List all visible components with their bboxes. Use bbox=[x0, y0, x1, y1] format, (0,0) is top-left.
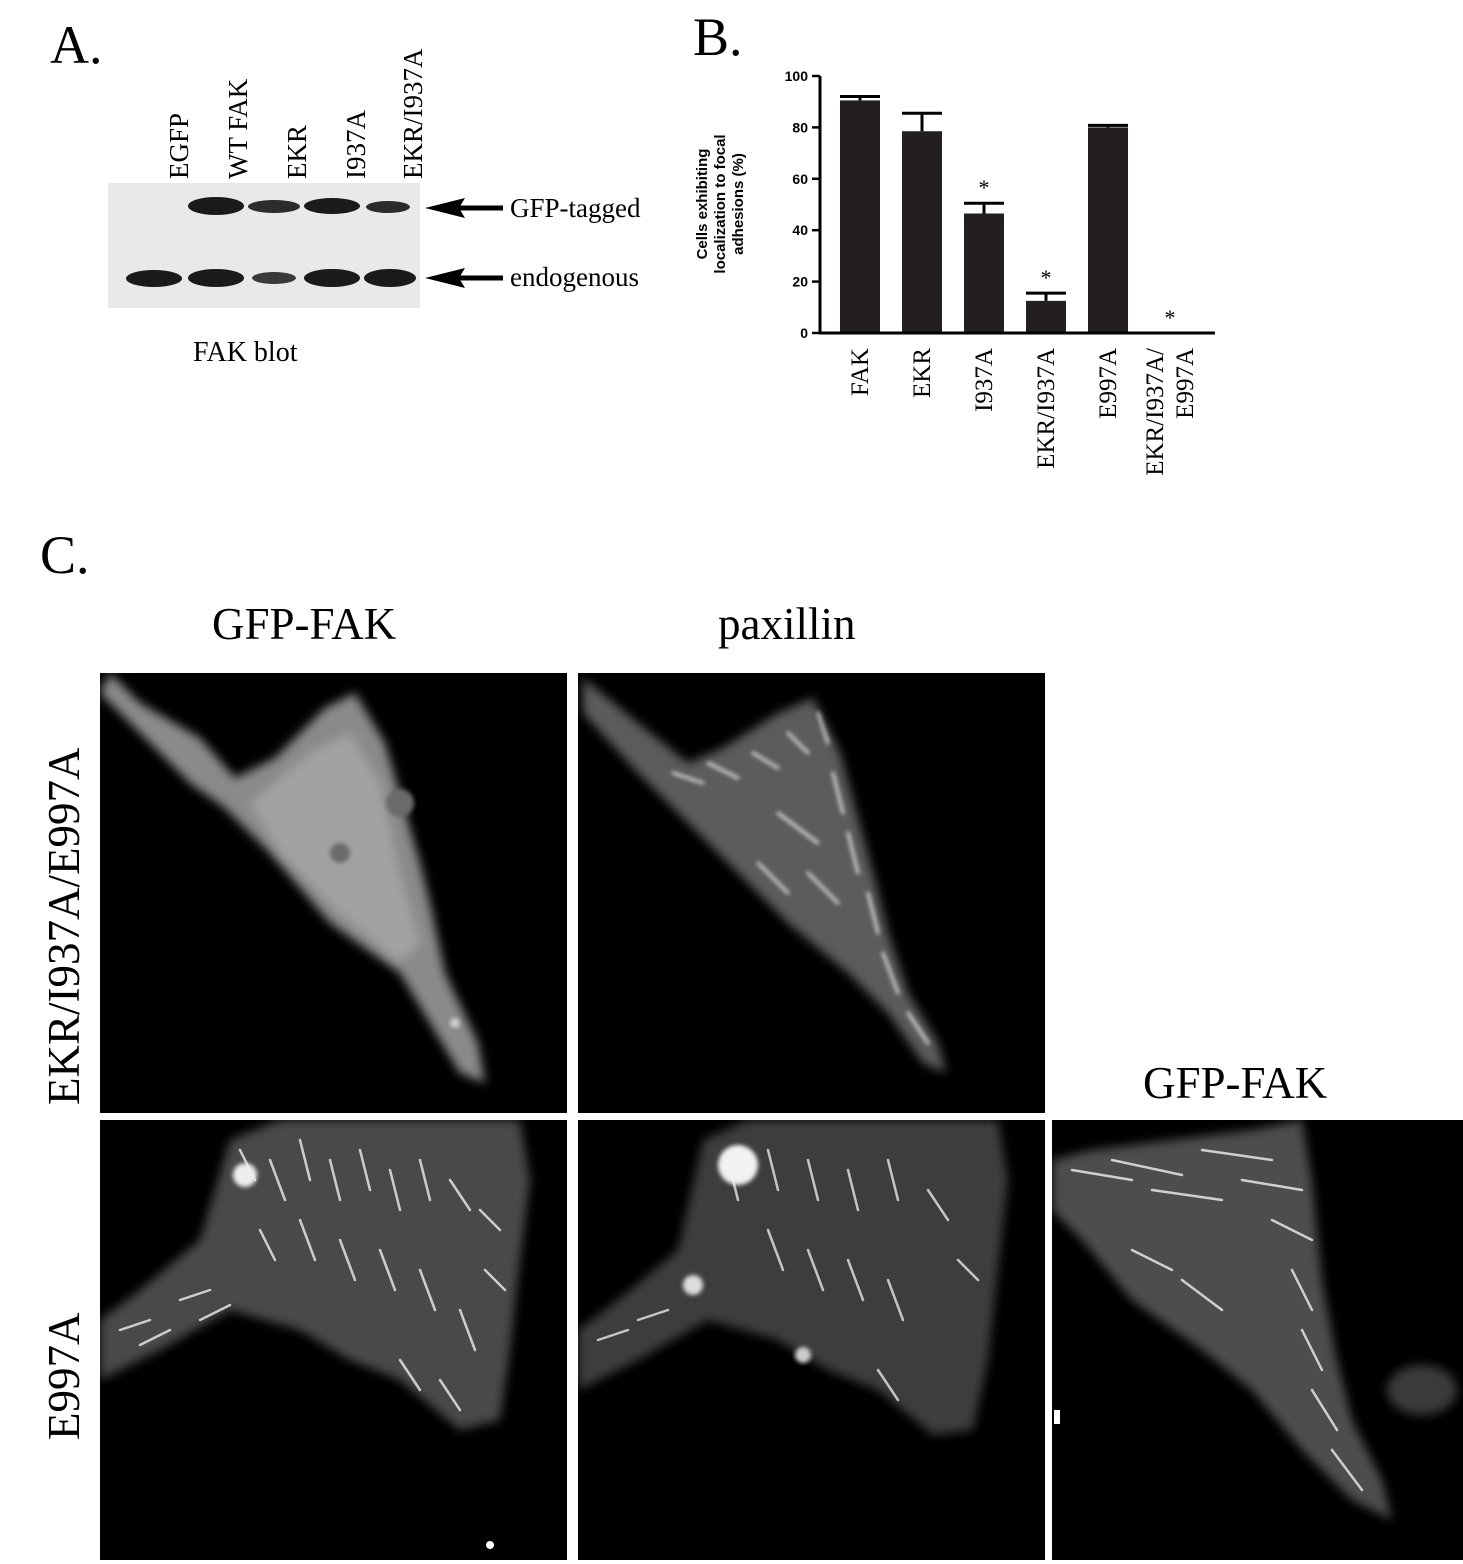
x-tick-label: E997A bbox=[1095, 348, 1122, 419]
band-gfp-ekr bbox=[248, 200, 300, 213]
x-tick-label: I937A bbox=[971, 348, 998, 412]
column-title-gfp-fak: GFP-FAK bbox=[212, 599, 397, 649]
micrograph-gfp-fak-mutant bbox=[100, 673, 567, 1113]
y-tick-label: 80 bbox=[792, 119, 808, 135]
band-endo-i937a bbox=[304, 269, 360, 287]
band-label-endogenous: endogenous bbox=[510, 262, 639, 292]
band-endo-ekr bbox=[252, 272, 296, 284]
bar bbox=[964, 213, 1004, 333]
y-tick-label: 40 bbox=[792, 222, 808, 238]
x-tick-label: FAK bbox=[847, 348, 874, 396]
band-label-gfp-tagged: GFP-tagged bbox=[510, 193, 641, 223]
band-arrows bbox=[425, 198, 503, 288]
y-axis-label-line: localization to focal bbox=[712, 134, 729, 273]
y-axis-label-line: adhesions (%) bbox=[730, 153, 747, 255]
arrow-icon bbox=[425, 198, 503, 218]
significance-marker: * bbox=[979, 175, 990, 200]
band-endo-wtfak bbox=[188, 269, 244, 287]
panel-c-letter: C. bbox=[40, 525, 90, 585]
x-tick-label: E997A bbox=[1172, 348, 1199, 419]
bar bbox=[902, 131, 942, 333]
band-gfp-wtfak bbox=[188, 197, 244, 215]
significance-marker: * bbox=[1041, 265, 1052, 290]
western-blot bbox=[108, 183, 420, 308]
bar-chart: Cells exhibiting localization to focal a… bbox=[694, 68, 1215, 476]
arrow-icon bbox=[425, 268, 503, 288]
y-tick-label: 100 bbox=[785, 68, 809, 84]
bar bbox=[840, 100, 880, 333]
y-tick-label: 60 bbox=[792, 171, 808, 187]
band-gfp-i937a bbox=[304, 198, 360, 214]
column-title-gfp-fak-extra: GFP-FAK bbox=[1143, 1058, 1328, 1108]
y-axis-label: Cells exhibiting localization to focal a… bbox=[694, 134, 747, 273]
x-tick-label: EKR bbox=[909, 348, 936, 398]
blot-caption: FAK blot bbox=[193, 337, 298, 368]
bar bbox=[1026, 300, 1066, 333]
panel-a-letter: A. bbox=[50, 15, 103, 75]
column-title-paxillin: paxillin bbox=[718, 599, 856, 649]
band-endo-egfp bbox=[126, 270, 182, 287]
band-gfp-ekr-i937a bbox=[366, 201, 410, 213]
band-endo-ekr-i937a bbox=[364, 269, 416, 287]
bar bbox=[1088, 127, 1128, 334]
x-tick-label: EKR/I937A bbox=[1033, 348, 1060, 469]
x-tick-label: EKR/I937A/ bbox=[1142, 348, 1169, 476]
y-tick-label: 20 bbox=[792, 274, 808, 290]
micrograph-gfp-fak-extra bbox=[1052, 1120, 1463, 1560]
y-axis-label-line: Cells exhibiting bbox=[694, 149, 711, 260]
micrograph-paxillin-mutant bbox=[578, 673, 1045, 1113]
significance-marker: * bbox=[1165, 305, 1176, 330]
micrograph-gfp-fak-e997a bbox=[100, 1120, 567, 1560]
y-tick-label: 0 bbox=[800, 325, 808, 341]
micrograph-paxillin-e997a bbox=[578, 1120, 1045, 1560]
panel-b-letter: B. bbox=[693, 7, 743, 67]
